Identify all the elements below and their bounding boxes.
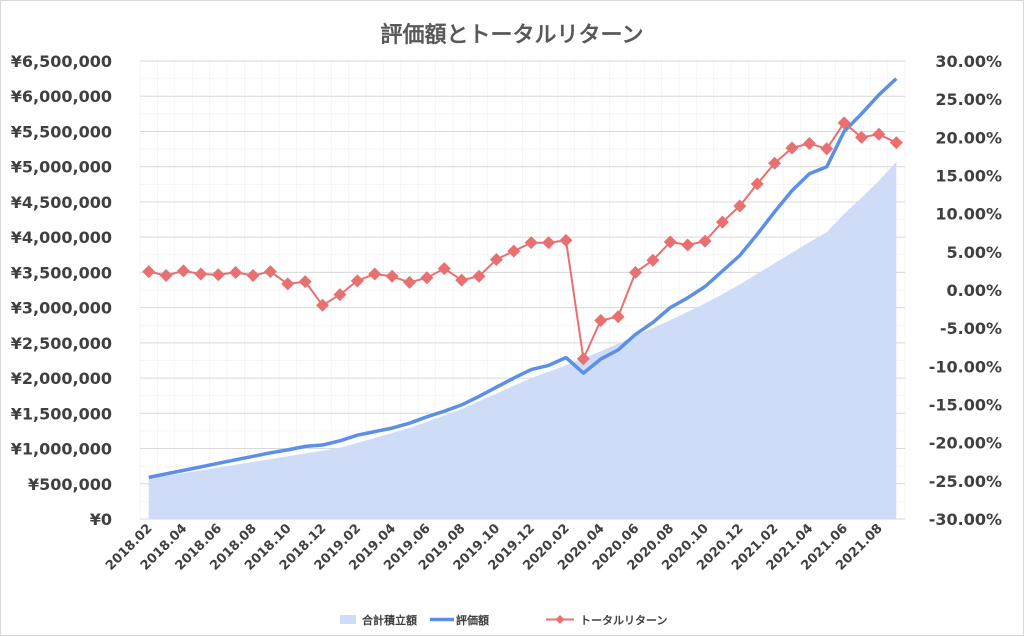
y-right-tick-label: -30.00% (929, 510, 1002, 529)
data-point-marker (246, 268, 260, 282)
legend-label: 合計積立額 (362, 613, 417, 627)
data-point-marker (211, 268, 225, 282)
data-point-marker (855, 130, 869, 144)
data-point-marker (768, 156, 782, 170)
y-right-tick-label: 30.00% (935, 52, 1002, 71)
y-left-tick-label: ¥6,000,000 (11, 87, 112, 106)
data-point-marker (489, 252, 503, 266)
data-point-marker (229, 265, 243, 279)
data-point-marker (646, 253, 660, 267)
data-point-marker (472, 269, 486, 283)
data-point-marker (316, 298, 330, 312)
data-point-marker (820, 142, 834, 156)
data-point-marker (159, 268, 173, 282)
y-right-tick-label: -5.00% (940, 319, 1002, 338)
data-point-marker (263, 265, 277, 279)
y-left-tick-label: ¥4,500,000 (11, 193, 112, 212)
data-point-marker (872, 127, 886, 141)
y-left-tick-label: ¥5,500,000 (11, 122, 112, 141)
area-series-layer (148, 161, 897, 520)
y-right-tick-label: 0.00% (946, 281, 1002, 300)
data-point-marker (663, 235, 677, 249)
data-point-marker (368, 267, 382, 281)
data-point-marker (750, 177, 764, 191)
y-right-tick-label: 25.00% (935, 90, 1002, 109)
y-left-tick-label: ¥3,500,000 (11, 263, 112, 282)
data-point-marker (559, 233, 573, 247)
data-point-marker (298, 275, 312, 289)
y-left-tick-label: ¥3,000,000 (11, 299, 112, 318)
y-left-tick-label: ¥500,000 (28, 475, 112, 494)
data-point-marker (715, 215, 729, 229)
data-point-marker (733, 199, 747, 213)
data-point-marker (385, 269, 399, 283)
data-point-marker (542, 236, 556, 250)
y-right-tick-label: 5.00% (946, 243, 1002, 262)
y-right-tick-label: 15.00% (935, 167, 1002, 186)
legend-label: トータルリターン (580, 614, 667, 627)
data-point-marker (837, 116, 851, 130)
legend-swatch-area (340, 615, 356, 624)
data-point-marker (611, 310, 625, 324)
y-right-tick-label: -20.00% (929, 434, 1002, 453)
y-left-tick-label: ¥4,000,000 (11, 228, 112, 247)
data-point-marker (507, 244, 521, 258)
area-series-0 (148, 161, 897, 520)
legend-label: 評価額 (456, 613, 489, 627)
line-series-1 (148, 77, 898, 480)
data-point-marker (594, 314, 608, 328)
data-point-marker (455, 273, 469, 287)
y-left-tick-label: ¥5,000,000 (11, 158, 112, 177)
y-left-tick-label: ¥0 (90, 510, 112, 529)
data-point-marker (402, 275, 416, 289)
data-point-marker (176, 264, 190, 278)
data-point-marker (785, 141, 799, 155)
y-left-tick-label: ¥2,000,000 (11, 369, 112, 388)
data-point-marker (698, 234, 712, 248)
data-point-marker (281, 277, 295, 291)
y-left-tick-label: ¥2,500,000 (11, 334, 112, 353)
right-axis: -30.00% -25.00% -20.00% -15.00% -10.00% -5.00… (929, 52, 1002, 529)
y-right-tick-label: -25.00% (929, 472, 1002, 491)
data-point-marker (420, 271, 434, 285)
data-point-marker (437, 262, 451, 276)
data-point-marker (802, 136, 816, 150)
legend-swatch-marker (555, 615, 565, 624)
y-left-tick-label: ¥1,000,000 (11, 440, 112, 459)
y-right-tick-label: 20.00% (935, 128, 1002, 147)
data-point-marker (889, 136, 903, 150)
marker-series-layer (142, 116, 903, 366)
y-left-tick-label: ¥1,500,000 (11, 404, 112, 423)
y-right-tick-label: 10.00% (935, 205, 1002, 224)
legend: 合計積立額 評価額 トータルリターン (340, 613, 667, 627)
data-point-marker (576, 352, 590, 366)
left-axis: ¥0 ¥500,000 ¥1,000,000 ¥1,500,000 ¥2,000,000… (11, 52, 112, 529)
y-left-tick-label: ¥6,500,000 (11, 52, 112, 71)
data-point-marker (142, 265, 156, 279)
y-right-tick-label: -15.00% (929, 396, 1002, 415)
data-point-marker (350, 274, 364, 288)
data-point-marker (629, 265, 643, 279)
data-point-marker (333, 288, 347, 302)
chart-title: 評価額とトータルリターン (381, 22, 644, 48)
y-right-tick-label: -10.00% (929, 357, 1002, 376)
data-point-marker (194, 267, 208, 281)
data-point-marker (681, 238, 695, 252)
data-point-marker (524, 236, 538, 250)
